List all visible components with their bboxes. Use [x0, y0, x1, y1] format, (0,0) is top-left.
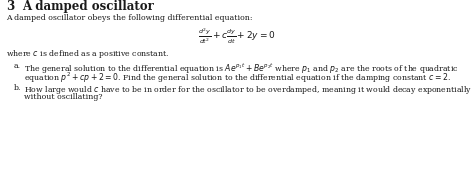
Text: where $c$ is defined as a positive constant.: where $c$ is defined as a positive const…	[6, 48, 169, 60]
Text: $\frac{d^2y}{dt^2} + c\frac{dy}{dt} + 2y = 0$: $\frac{d^2y}{dt^2} + c\frac{dy}{dt} + 2y…	[198, 26, 276, 46]
Text: A damped oscillator obeys the following differential equation:: A damped oscillator obeys the following …	[6, 14, 253, 22]
Text: 3: 3	[6, 0, 14, 13]
Text: b.: b.	[14, 84, 21, 92]
Text: A damped oscillator: A damped oscillator	[22, 0, 154, 13]
Text: The general solution to the differential equation is $Ae^{p_1 t} + Be^{p_2 t}$ w: The general solution to the differential…	[24, 62, 458, 76]
Text: How large would $c$ have to be in order for the oscillator to be overdamped, mea: How large would $c$ have to be in order …	[24, 84, 472, 96]
Text: without oscillating?: without oscillating?	[24, 93, 102, 101]
Text: equation $p^2 + cp + 2 = 0$. Find the general solution to the differential equat: equation $p^2 + cp + 2 = 0$. Find the ge…	[24, 71, 451, 85]
Text: a.: a.	[14, 62, 21, 70]
